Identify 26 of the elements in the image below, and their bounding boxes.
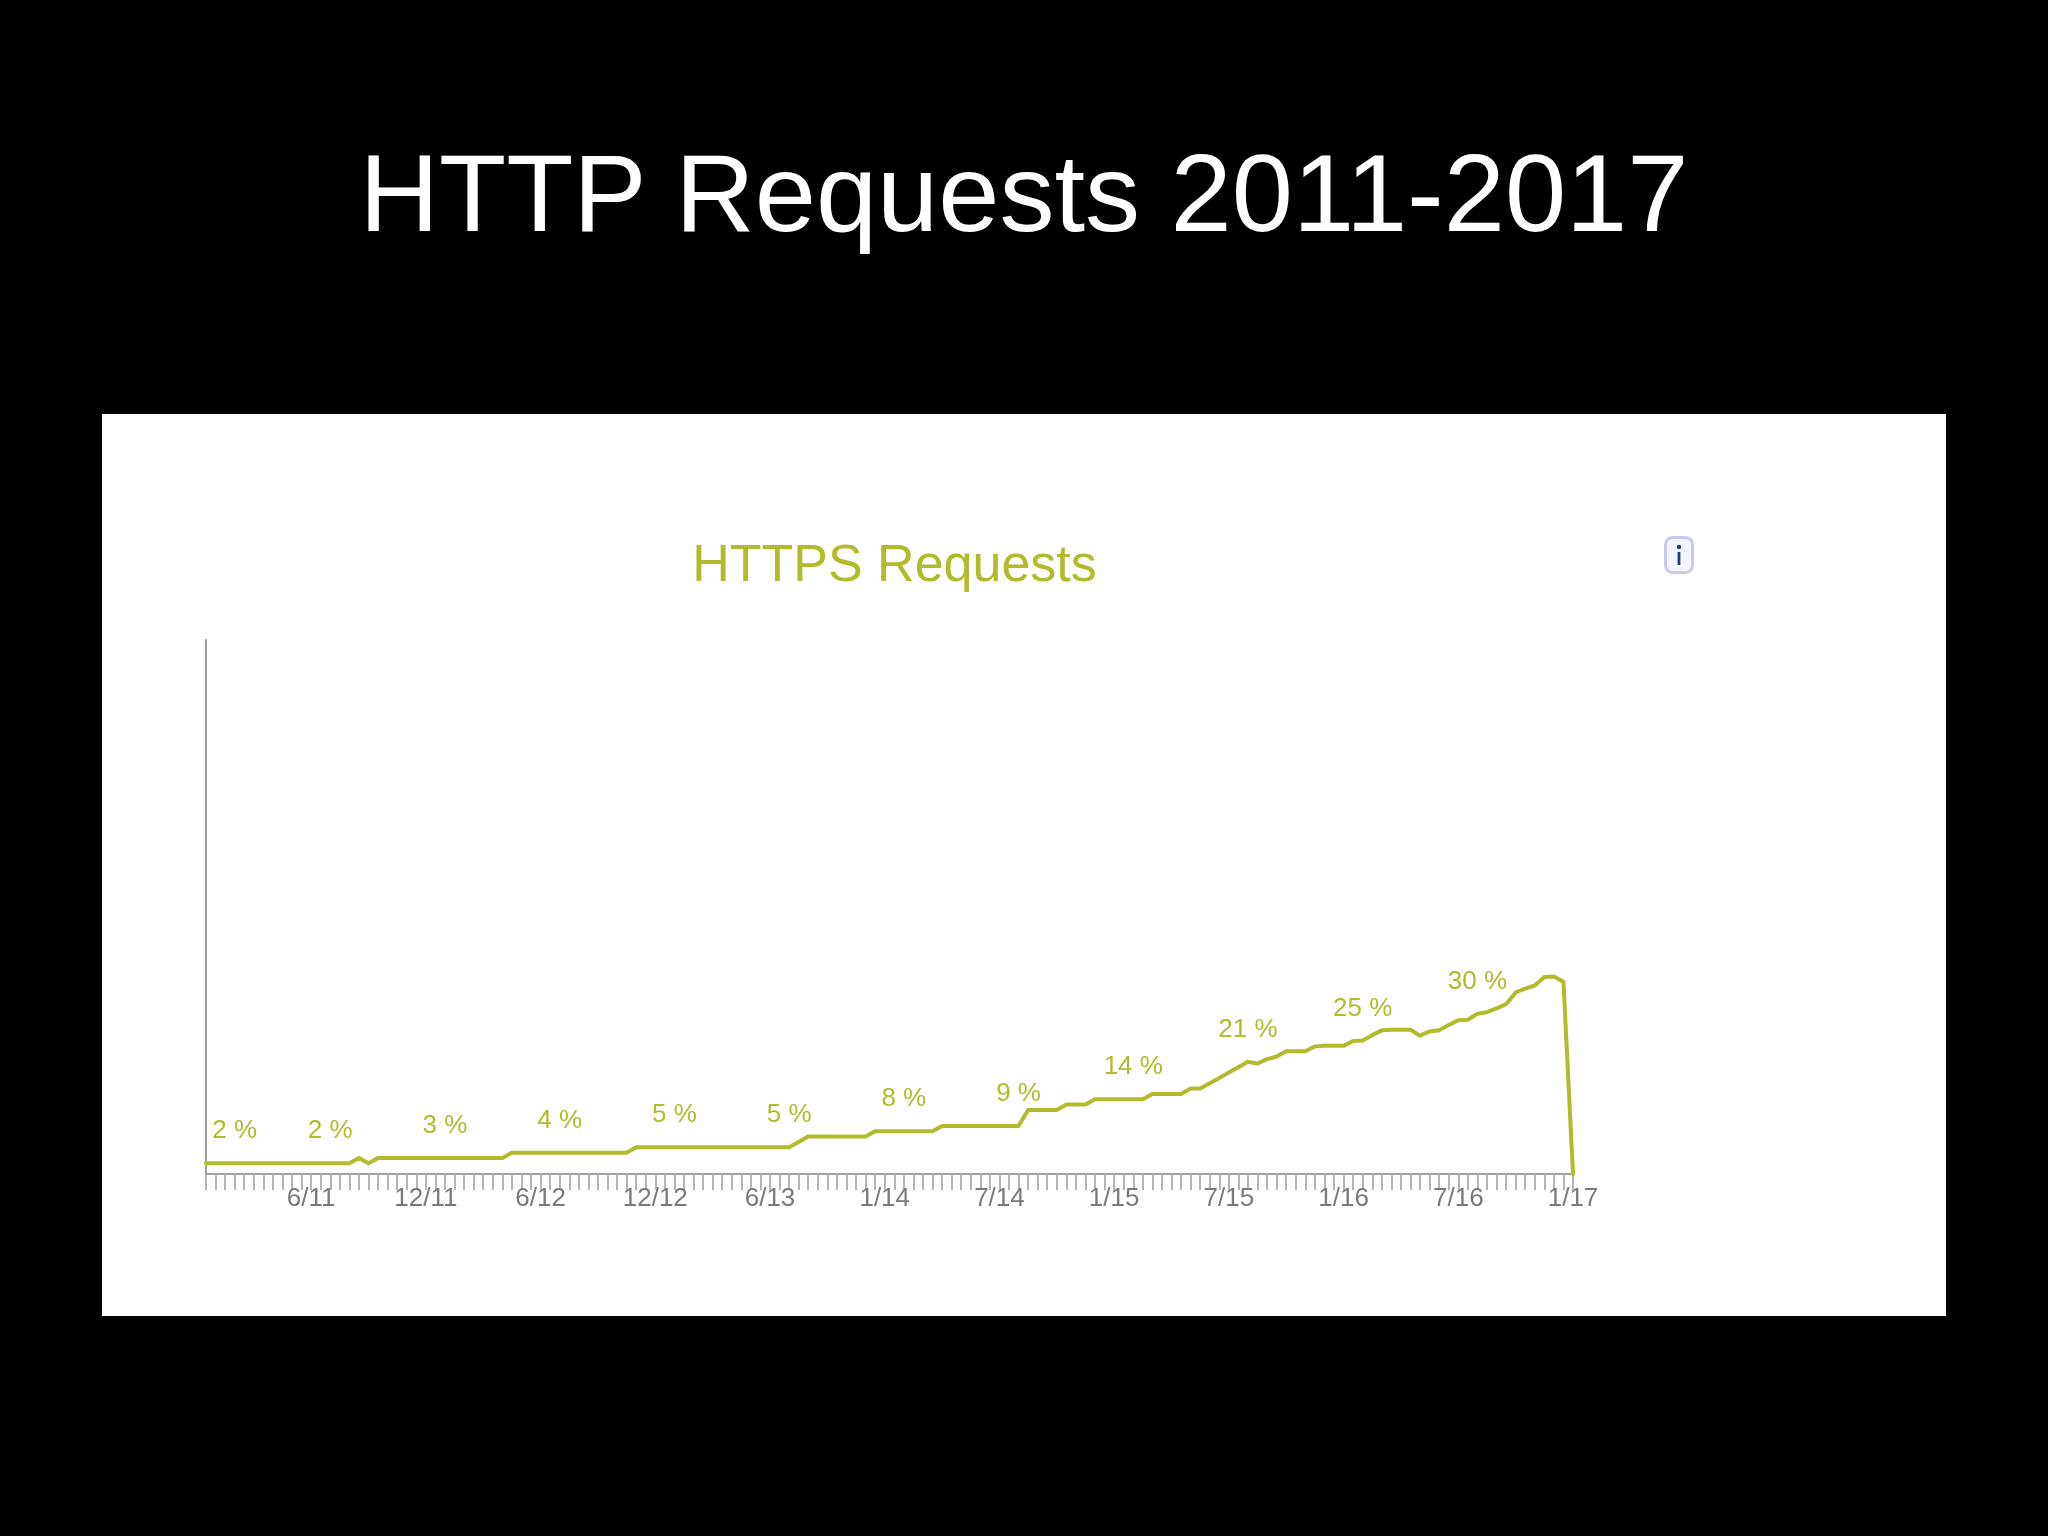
data-label: 9 % xyxy=(996,1076,1041,1107)
data-label: 3 % xyxy=(422,1108,468,1139)
x-tick-label: 12/11 xyxy=(394,1182,458,1212)
data-label: 5 % xyxy=(652,1098,697,1129)
data-label: 8 % xyxy=(881,1082,927,1113)
data-label: 2 % xyxy=(307,1114,353,1145)
x-tick-label: 7/14 xyxy=(974,1182,1025,1212)
data-label: 5 % xyxy=(766,1098,812,1129)
x-tick-label: 1/16 xyxy=(1318,1182,1369,1212)
x-tick-label: 7/16 xyxy=(1432,1182,1484,1212)
chart-title: HTTP Requests 2011-2017 xyxy=(358,130,1690,256)
data-label: 2 % xyxy=(212,1114,258,1145)
data-label: 25 % xyxy=(1333,991,1393,1022)
x-tick-label: 12/12 xyxy=(622,1182,688,1212)
chart-subtitle: HTTPS Requests xyxy=(692,534,1097,592)
x-tick-label: 1/17 xyxy=(1547,1182,1599,1212)
data-label: 14 % xyxy=(1103,1050,1163,1081)
x-tick-label: 1/15 xyxy=(1088,1182,1140,1212)
x-tick-label: 6/12 xyxy=(515,1182,566,1212)
x-tick-label: 6/13 xyxy=(744,1182,796,1212)
x-tick-label: 1/14 xyxy=(859,1182,911,1212)
data-label: 30 % xyxy=(1447,964,1508,995)
x-tick-label: 7/15 xyxy=(1203,1182,1255,1212)
data-label: 4 % xyxy=(537,1103,583,1134)
x-tick-label: 6/11 xyxy=(286,1182,336,1212)
data-label: 21 % xyxy=(1218,1012,1278,1043)
